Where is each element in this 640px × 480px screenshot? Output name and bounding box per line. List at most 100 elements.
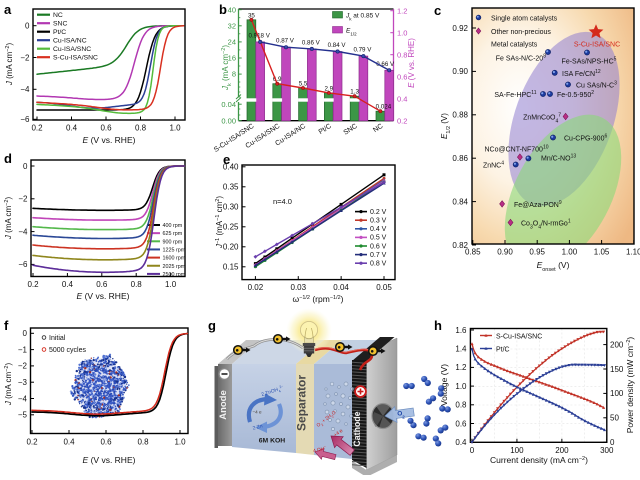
svg-text:1.0: 1.0: [397, 28, 407, 37]
svg-text:0.3 V: 0.3 V: [370, 218, 387, 225]
svg-text:0.35: 0.35: [223, 183, 239, 192]
svg-text:−2: −2: [20, 53, 30, 62]
svg-text:0.2 V: 0.2 V: [370, 209, 387, 216]
svg-text:100: 100: [510, 446, 524, 455]
svg-text:NC: NC: [53, 12, 63, 19]
svg-text:0: 0: [610, 438, 615, 447]
svg-text:0.6: 0.6: [100, 438, 112, 447]
svg-text:0.4: 0.4: [397, 94, 407, 103]
svg-text:0.4: 0.4: [66, 124, 78, 133]
svg-text:0.6: 0.6: [455, 419, 467, 428]
svg-text:NC: NC: [372, 123, 384, 134]
svg-text:150: 150: [610, 365, 624, 374]
svg-text:−4 e: −4 e: [252, 410, 262, 415]
svg-text:0.25: 0.25: [223, 223, 239, 232]
svg-text:0: 0: [470, 446, 475, 455]
svg-text:0.6: 0.6: [100, 124, 112, 133]
svg-text:ZnNC4: ZnNC4: [483, 160, 504, 169]
svg-text:0.05: 0.05: [376, 283, 392, 292]
svg-text:0.66 V: 0.66 V: [376, 61, 395, 68]
svg-text:0.03: 0.03: [291, 283, 307, 292]
svg-text:0.8: 0.8: [397, 50, 407, 59]
svg-text:1.3: 1.3: [350, 89, 359, 96]
svg-text:1.2: 1.2: [397, 6, 407, 15]
svg-text:1.0: 1.0: [169, 124, 181, 133]
svg-text:Anode: Anode: [218, 390, 229, 420]
svg-text:0.40: 0.40: [223, 163, 239, 172]
svg-text:ZnMnCoO47: ZnMnCoO47: [523, 112, 561, 124]
svg-text:J (mA cm−2): J (mA cm−2): [4, 197, 13, 241]
svg-text:Jk at 0.85 V: Jk at 0.85 V: [345, 12, 380, 21]
svg-text:−3: −3: [18, 378, 28, 387]
svg-text:J (mA cm−2): J (mA cm−2): [5, 43, 14, 87]
svg-text:ω−1/2 (rpm−1/2): ω−1/2 (rpm−1/2): [292, 294, 343, 304]
svg-text:200: 200: [610, 340, 624, 349]
svg-text:5000 cycles: 5000 cycles: [49, 347, 86, 354]
svg-text:Other non-precious: Other non-precious: [491, 29, 551, 36]
svg-text:0.4: 0.4: [62, 280, 74, 289]
svg-text:SA-Fe-HPC11: SA-Fe-HPC11: [494, 90, 536, 99]
svg-text:0.4: 0.4: [63, 438, 75, 447]
svg-text:16: 16: [228, 54, 236, 63]
svg-text:E (V vs. RHE): E (V vs. RHE): [407, 38, 416, 88]
svg-text:h: h: [434, 318, 442, 333]
svg-text:Cu SAs/N-C3: Cu SAs/N-C3: [576, 81, 617, 90]
svg-text:0.86 V: 0.86 V: [302, 39, 321, 46]
svg-text:Initial: Initial: [49, 335, 66, 342]
svg-text:Cathode: Cathode: [352, 411, 362, 446]
svg-text:−1: −1: [18, 345, 28, 354]
svg-text:c: c: [434, 3, 441, 18]
svg-text:0.90: 0.90: [452, 67, 468, 76]
svg-text:Fe-SAs/NPS-HC5: Fe-SAs/NPS-HC5: [562, 57, 617, 66]
svg-text:O2: O2: [397, 411, 405, 420]
svg-text:−4: −4: [18, 394, 28, 403]
svg-text:0: 0: [23, 329, 28, 338]
svg-text:0.92: 0.92: [452, 24, 468, 33]
svg-text:−2: −2: [18, 195, 28, 204]
svg-text:0.86: 0.86: [452, 154, 468, 163]
svg-text:Cu-ISA/SNC: Cu-ISA/SNC: [53, 46, 91, 53]
svg-text:Fe@Aza-PON9: Fe@Aza-PON9: [514, 200, 562, 209]
svg-text:−6: −6: [18, 260, 28, 269]
svg-text:Fe-0.5-9502: Fe-0.5-9502: [557, 90, 594, 99]
svg-text:0.85: 0.85: [465, 248, 481, 257]
svg-text:5.5: 5.5: [299, 81, 308, 88]
svg-text:40: 40: [228, 5, 236, 14]
svg-text:0.95: 0.95: [529, 248, 545, 257]
svg-text:E (V vs. RHE): E (V vs. RHE): [83, 135, 136, 145]
svg-text:200: 200: [555, 446, 569, 455]
svg-text:Single atom catalysts: Single atom catalysts: [491, 15, 558, 22]
svg-text:1600 rpm: 1600 rpm: [163, 256, 186, 262]
svg-text:6M KOH: 6M KOH: [259, 438, 286, 445]
svg-text:0.90: 0.90: [497, 248, 513, 257]
svg-text:2.9: 2.9: [324, 85, 333, 92]
svg-text:0.84 V: 0.84 V: [328, 42, 347, 49]
svg-text:1.0: 1.0: [455, 382, 467, 391]
svg-text:Pt/C: Pt/C: [496, 346, 510, 353]
svg-text:0.20: 0.20: [223, 243, 239, 252]
svg-text:−2: −2: [18, 362, 28, 371]
svg-text:f: f: [4, 318, 9, 333]
svg-text:J−1 (mA−1 cm2): J−1 (mA−1 cm2): [215, 196, 224, 249]
svg-text:2 Zn: 2 Zn: [252, 423, 263, 431]
svg-text:0.30: 0.30: [223, 203, 239, 212]
svg-text:E (V vs. RHE): E (V vs. RHE): [83, 455, 136, 465]
svg-text:Cu-ISA/NC: Cu-ISA/NC: [53, 38, 87, 45]
svg-text:0.82: 0.82: [452, 241, 468, 250]
svg-text:0.2: 0.2: [26, 438, 38, 447]
svg-text:Current density (mA cm−2): Current density (mA cm−2): [490, 455, 588, 465]
svg-text:0.2: 0.2: [397, 116, 407, 125]
svg-text:0.5 V: 0.5 V: [370, 235, 387, 242]
svg-text:Separator: Separator: [295, 375, 309, 431]
svg-text:0.6 V: 0.6 V: [370, 243, 387, 250]
svg-text:0.79 V: 0.79 V: [353, 47, 372, 54]
svg-text:2025 rpm: 2025 rpm: [163, 264, 186, 270]
svg-text:0.88: 0.88: [452, 111, 468, 120]
svg-text:8: 8: [232, 70, 236, 79]
svg-text:S-Cu-ISA/SNC: S-Cu-ISA/SNC: [53, 55, 98, 62]
svg-text:2500 rpm: 2500 rpm: [163, 272, 186, 278]
svg-text:Fe SAs-N/C-208: Fe SAs-N/C-208: [496, 54, 546, 63]
svg-text:0.6: 0.6: [397, 72, 407, 81]
svg-text:1.00: 1.00: [562, 248, 578, 257]
svg-text:−5: −5: [18, 411, 28, 420]
